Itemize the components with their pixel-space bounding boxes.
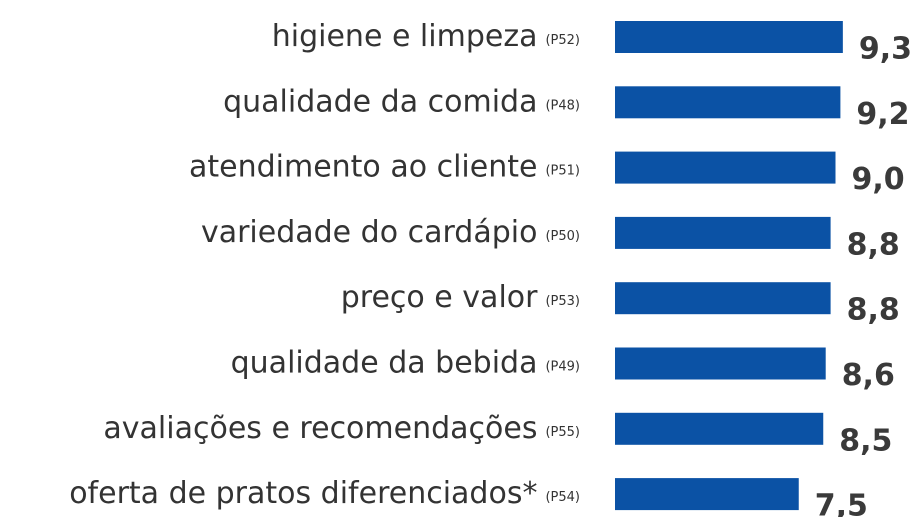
value-label: 8,5 — [839, 423, 892, 458]
category-name: qualidade da bebida — [231, 345, 538, 380]
category-label: qualidade da comida (P48) — [223, 84, 580, 119]
category-label: variedade do cardápio (P50) — [201, 214, 580, 249]
value-label: 9,3 — [859, 32, 912, 67]
category-label: higiene e limpeza (P52) — [272, 19, 580, 54]
category-code: (P49) — [545, 359, 580, 374]
category-name: higiene e limpeza — [272, 19, 538, 54]
category-name: preço e valor — [341, 280, 538, 315]
category-code: (P48) — [545, 98, 580, 113]
category-label: preço e valor (P53) — [341, 280, 580, 315]
value-label: 7,5 — [815, 489, 868, 517]
bar — [615, 21, 843, 53]
value-label: 8,8 — [847, 293, 900, 328]
bar — [615, 216, 831, 249]
bar — [615, 347, 826, 380]
value-label: 8,6 — [842, 358, 895, 393]
category-name: atendimento ao cliente — [189, 149, 537, 184]
bar — [615, 151, 836, 184]
category-label: qualidade da bebida (P49) — [231, 345, 580, 380]
category-code: (P52) — [545, 33, 580, 48]
category-label: avaliações e recomendações (P55) — [103, 410, 580, 445]
category-code: (P55) — [545, 424, 580, 439]
bar — [615, 412, 824, 445]
category-label: oferta de pratos diferenciados* (P54) — [69, 476, 580, 511]
category-code: (P51) — [545, 163, 580, 178]
bar — [615, 478, 799, 511]
category-code: (P53) — [545, 294, 580, 309]
category-name: oferta de pratos diferenciados* — [69, 476, 537, 511]
category-name: avaliações e recomendações — [103, 410, 537, 445]
value-label: 8,8 — [847, 227, 900, 262]
category-label: atendimento ao cliente (P51) — [189, 149, 580, 184]
bar — [615, 282, 831, 315]
category-code: (P50) — [545, 228, 580, 243]
bar — [615, 86, 841, 119]
category-name: qualidade da comida — [223, 84, 537, 119]
value-label: 9,2 — [856, 97, 909, 132]
category-code: (P54) — [545, 490, 580, 505]
category-name: variedade do cardápio — [201, 214, 538, 249]
value-label: 9,0 — [852, 162, 905, 197]
